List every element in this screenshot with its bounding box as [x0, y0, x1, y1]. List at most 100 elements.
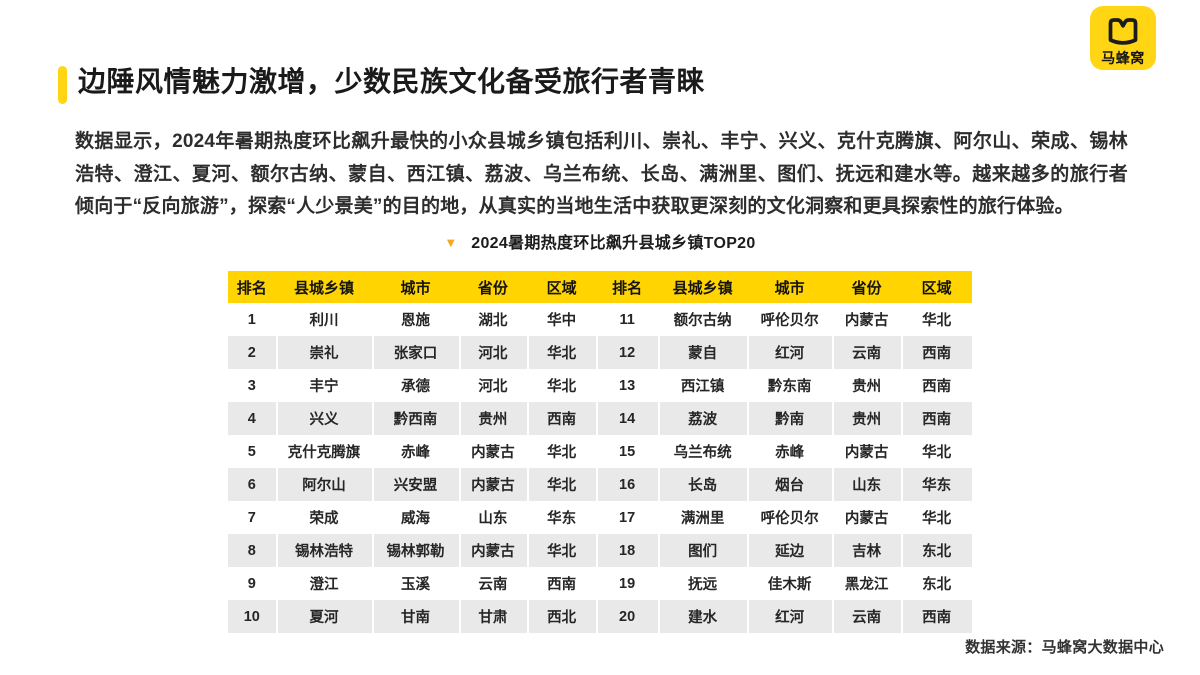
- table-cell: 内蒙古: [844, 313, 889, 329]
- table-row: 5 克什克腾旗 赤峰 内蒙古 华北 15 乌兰布统 赤峰 内蒙古 华北: [228, 435, 972, 468]
- table-cell: 16: [596, 468, 658, 501]
- table-cell: 12: [596, 336, 658, 369]
- table-cell: 甘南: [372, 600, 459, 633]
- intro-paragraph: 数据显示，2024年暑期热度环比飙升最快的小众县城乡镇包括利川、崇礼、丰宁、兴义…: [75, 131, 1128, 217]
- table-cell: 黔南: [747, 402, 833, 435]
- table-cell: 内蒙古: [471, 445, 515, 461]
- table-title-row: ▼ 2024暑期热度环比飙升县城乡镇TOP20: [228, 230, 972, 252]
- table-cell: 11: [619, 311, 635, 328]
- table-cell: 内蒙古: [844, 445, 889, 461]
- table-cell: 13: [619, 377, 636, 394]
- table-cell: 延边: [747, 534, 833, 567]
- table-cell: 锡林郭勒: [372, 534, 459, 567]
- column-header-region: 区域: [527, 271, 597, 303]
- accent-bar: [58, 66, 67, 104]
- table-cell: 华北: [527, 534, 597, 567]
- column-header-province: 省份: [832, 271, 902, 303]
- table-row: 2 崇礼 张家口 河北 华北 12 蒙自 红河 云南 西南: [228, 336, 972, 369]
- table-cell: 云南: [478, 577, 508, 593]
- table-cell: 山东: [832, 468, 902, 501]
- table-cell: 西北: [527, 600, 597, 633]
- table-cell: 玉溪: [400, 577, 430, 593]
- table-cell: 西南: [922, 379, 952, 395]
- table-cell: 6: [228, 468, 276, 501]
- table-cell: 华北: [527, 336, 597, 369]
- table-cell: 烟台: [747, 468, 833, 501]
- table-cell: 华东: [901, 468, 972, 501]
- table-cell: 威海: [400, 511, 430, 527]
- table-cell: 黔东南: [767, 379, 812, 395]
- column-header-rank: 排名: [228, 271, 276, 303]
- page-title: 边陲风情魅力激增，少数民族文化备受旅行者青睐: [78, 66, 706, 97]
- table-cell: 利川: [309, 313, 339, 329]
- table-row: 8 锡林浩特 锡林郭勒 内蒙古 华北 18 图们 延边 吉林 东北: [228, 534, 972, 567]
- table-cell: 1: [247, 311, 256, 328]
- table-row: 10 夏河 甘南 甘肃 西北 20 建水 红河 云南 西南: [228, 600, 972, 633]
- table-cell: 东北: [922, 577, 952, 593]
- table-row: 1 利川 恩施 湖北 华中 11 额尔古纳 呼伦贝尔 内蒙古 华北: [228, 303, 972, 336]
- table-cell: 荣成: [309, 511, 339, 527]
- top20-table-body: 1 利川 恩施 湖北 华中 11 额尔古纳 呼伦贝尔 内蒙古 华北 2 崇礼 张家口 河北 华北 12 蒙自 红河…: [228, 303, 972, 633]
- table-cell: 乌兰布统: [673, 445, 732, 461]
- table-cell: 兴安盟: [372, 468, 459, 501]
- table-cell: 阿尔山: [275, 468, 373, 501]
- table-header-row: 排名 县城乡镇 城市 省份 区域 排名 县城乡镇 城市 省份 区域: [228, 271, 972, 303]
- logo-text: 马蜂窝: [1101, 50, 1145, 66]
- table-cell: 华北: [922, 313, 952, 329]
- table-cell: 西南: [901, 336, 972, 369]
- table-cell: 3: [247, 377, 256, 394]
- column-header-town: 县城乡镇: [658, 271, 748, 303]
- table-cell: 内蒙古: [458, 534, 528, 567]
- table-cell: 锡林浩特: [275, 534, 373, 567]
- column-header-town: 县城乡镇: [275, 271, 373, 303]
- column-header-province: 省份: [458, 271, 528, 303]
- table-cell: 夏河: [275, 600, 373, 633]
- table-cell: 内蒙古: [458, 468, 528, 501]
- table-cell: 甘肃: [458, 600, 528, 633]
- table-cell: 额尔古纳: [673, 313, 732, 329]
- table-cell: 2: [228, 336, 276, 369]
- column-header-region: 区域: [901, 271, 972, 303]
- table-cell: 贵州: [832, 402, 902, 435]
- table-cell: 西南: [527, 402, 597, 435]
- table-cell: 满洲里: [680, 511, 725, 527]
- table-cell: 5: [247, 443, 256, 460]
- table-cell: 17: [619, 509, 636, 526]
- table-cell: 呼伦贝尔: [760, 313, 819, 329]
- table-cell: 崇礼: [275, 336, 373, 369]
- table-cell: 华东: [547, 511, 577, 527]
- table-cell: 云南: [832, 600, 902, 633]
- top20-table: 排名 县城乡镇 城市 省份 区域 排名 县城乡镇 城市 省份 区域 1 利川 恩施 湖…: [228, 271, 972, 633]
- table-cell: 兴义: [275, 402, 373, 435]
- table-cell: 山东: [478, 511, 508, 527]
- table-cell: 内蒙古: [844, 511, 889, 527]
- table-cell: 吉林: [832, 534, 902, 567]
- table-cell: 华北: [527, 468, 597, 501]
- table-cell: 贵州: [458, 402, 528, 435]
- table-cell: 河北: [478, 379, 508, 395]
- table-cell: 黑龙江: [844, 577, 889, 593]
- table-cell: 张家口: [372, 336, 459, 369]
- table-cell: 西江镇: [680, 379, 725, 395]
- table-cell: 西南: [901, 402, 972, 435]
- mafengwo-logo: 马蜂窝: [1090, 6, 1156, 70]
- table-cell: 黔西南: [372, 402, 459, 435]
- table-cell: 河北: [458, 336, 528, 369]
- table-cell: 15: [619, 443, 636, 460]
- table-row: 9 澄江 玉溪 云南 西南 19 抚远 佳木斯 黑龙江 东北: [228, 567, 972, 600]
- table-cell: 8: [228, 534, 276, 567]
- table-cell: 19: [619, 575, 636, 592]
- table-cell: 荔波: [658, 402, 748, 435]
- table-cell: 西南: [901, 600, 972, 633]
- table-cell: 华北: [922, 511, 952, 527]
- column-header-rank: 排名: [596, 271, 658, 303]
- table-cell: 贵州: [852, 379, 882, 395]
- table-row: 3 丰宁 承德 河北 华北 13 西江镇 黔东南 贵州 西南: [228, 369, 972, 402]
- table-title: 2024暑期热度环比飙升县城乡镇TOP20: [471, 235, 756, 252]
- table-cell: 红河: [747, 336, 833, 369]
- table-cell: 丰宁: [309, 379, 339, 395]
- table-cell: 华北: [547, 445, 577, 461]
- table-cell: 9: [247, 575, 256, 592]
- table-cell: 克什克腾旗: [287, 445, 361, 461]
- table-cell: 长岛: [658, 468, 748, 501]
